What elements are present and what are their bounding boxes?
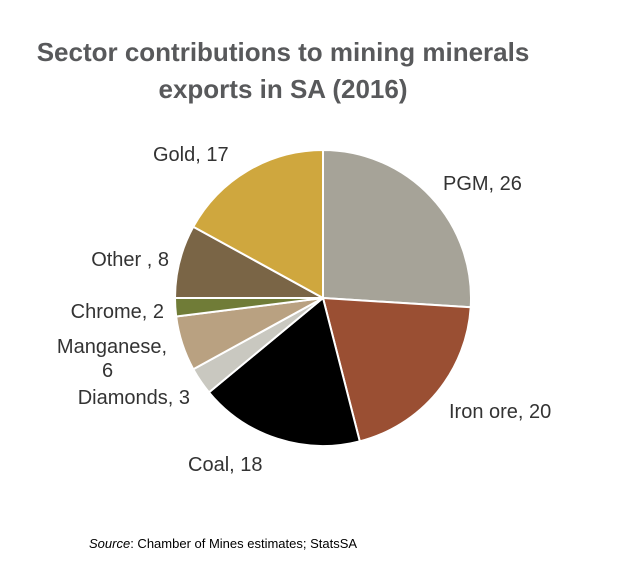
chart-title-line-1: Sector contributions to mining minerals (36, 37, 530, 67)
pie-label-gold: Gold, 17 (153, 144, 229, 166)
pie-label-diamonds: Diamonds, 3 (78, 387, 190, 409)
source-prefix: Source (89, 536, 131, 551)
pie-label-manganese: Manganese, 6 (57, 336, 167, 382)
pie-slice-pgm (322, 149, 472, 309)
pie-label-coal: Coal, 18 (188, 454, 263, 476)
pie-labels: PGM, 26 Iron ore, 20 Coal, 18 Diamonds, 3 Ma… (57, 144, 551, 476)
pie-slice-iron-ore (322, 297, 472, 443)
pie-slice-gold (192, 149, 324, 299)
pie-label-chrome: Chrome, 2 (71, 301, 164, 323)
pie-slice-coal (207, 297, 361, 447)
pie-label-other: Other , 8 (91, 249, 169, 271)
source-text: : Chamber of Mines estimates; StatsSA (130, 536, 358, 551)
pie-label-line: Manganese, (57, 336, 167, 358)
pie-slices (174, 149, 472, 447)
chart-title: Sector contributions to mining minerals … (0, 34, 566, 108)
source-note: Source: Chamber of Mines estimates; Stat… (89, 536, 357, 551)
pie-label-pgm: PGM, 26 (443, 173, 522, 195)
pie-label-line: 6 (102, 360, 113, 382)
pie-label-iron-ore: Iron ore, 20 (449, 401, 551, 423)
chart-title-line-2: exports in SA (2016) (158, 74, 408, 104)
